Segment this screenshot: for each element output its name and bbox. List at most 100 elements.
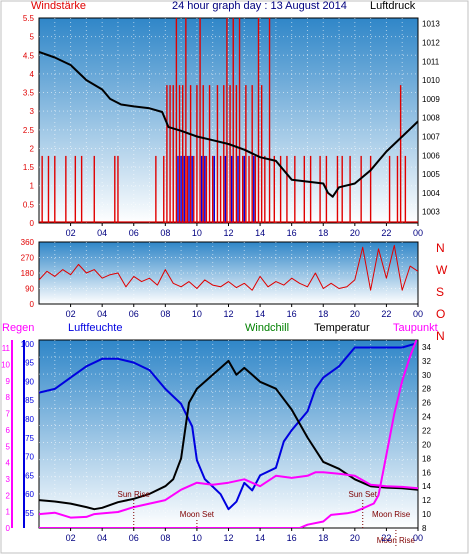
temp-tick-label: 32 <box>422 357 431 366</box>
x-tick-label: 02 <box>66 228 76 238</box>
temperature-label: Temperatur <box>314 322 370 334</box>
regen-tick-label: 3 <box>6 475 11 484</box>
regen-tick-label: 5 <box>6 442 11 451</box>
pressure-tick-label: 1010 <box>422 76 440 85</box>
astro-label: Sun Rise <box>118 490 151 499</box>
pressure-y-axis: 1003 1004 1005 1006 1007 1008 1009 1010 1011 1012… <box>422 20 440 217</box>
pressure-tick-label: 1011 <box>422 57 440 66</box>
x-tick-label: 16 <box>287 533 297 543</box>
astro-label: Sun Set <box>348 490 377 499</box>
x-tick-label: 14 <box>255 228 265 238</box>
x-tick-label: 02 <box>66 309 76 319</box>
x-tick-label: 04 <box>97 228 107 238</box>
x-tick-label: 22 <box>381 309 391 319</box>
x-tick-label: 20 <box>350 309 360 319</box>
wind-y-axis: 0 0.5 1 1.5 2 2.5 3 3.5 4 4.5 5 5.5 <box>23 14 35 228</box>
x-tick-label: 22 <box>381 228 391 238</box>
temp-tick-label: 24 <box>422 413 431 422</box>
x-axis-1: 02 04 06 08 10 12 14 16 18 20 22 00 <box>66 223 423 238</box>
wind-tick-label: 1 <box>30 182 35 191</box>
x-tick-label: 20 <box>350 533 360 543</box>
x-tick-label: 06 <box>129 309 139 319</box>
pressure-tick-label: 1004 <box>422 189 440 198</box>
chart-title: 24 hour graph day : 13 August 2014 <box>172 0 347 12</box>
x-tick-label: 00 <box>413 533 423 543</box>
pressure-tick-label: 1013 <box>422 20 440 29</box>
x-tick-label: 08 <box>160 228 170 238</box>
panel-wind-pressure: 00.511.522.533.544.555.5 100310041005100… <box>23 14 440 238</box>
temp-tick-label: 30 <box>422 371 431 380</box>
x-tick-label: 10 <box>192 533 202 543</box>
direction-tick-label: 270 <box>21 254 35 263</box>
temp-tick-label: 18 <box>422 454 431 463</box>
direction-tick-label: 90 <box>25 285 34 294</box>
direction-line <box>39 244 418 291</box>
x-tick-label: 10 <box>192 228 202 238</box>
wind-tick-label: 2 <box>30 144 35 153</box>
x-tick-label: 16 <box>287 309 297 319</box>
regen-label: Regen <box>2 322 34 334</box>
x-tick-label: 00 <box>413 228 423 238</box>
x-tick-label: 04 <box>97 309 107 319</box>
x-tick-label: 10 <box>192 309 202 319</box>
wind-tick-label: 2.5 <box>23 126 35 135</box>
humidity-tick-label: 55 <box>25 509 34 518</box>
astro-label: Moon Rise <box>377 536 416 545</box>
temp-tick-label: 28 <box>422 385 431 394</box>
wind-tick-label: 1.5 <box>23 163 35 172</box>
wind-bars <box>39 18 418 223</box>
humidity-tick-label: 85 <box>25 396 34 405</box>
x-axis-2: 02 04 06 08 10 12 14 16 18 20 22 00 <box>66 304 423 319</box>
x-tick-label: 08 <box>160 533 170 543</box>
pressure-series <box>39 50 418 198</box>
humidity-tick-label: 95 <box>25 359 34 368</box>
temp-tick-label: 20 <box>422 440 431 449</box>
wind-tick-label: 0 <box>30 219 35 228</box>
temp-tick-label: 10 <box>422 510 431 519</box>
dewpoint-label: Taupunkt <box>393 322 438 334</box>
regen-tick-label: 4 <box>6 459 11 468</box>
humidity-label: Luftfeuchte <box>68 322 122 334</box>
wind-tick-label: 0.5 <box>23 200 35 209</box>
x-tick-label: 02 <box>66 533 76 543</box>
temperature-y-axis: 8 10 12 14 16 18 20 22 24 26 28 30 32 34 <box>422 343 431 533</box>
humidity-tick-label: 80 <box>25 415 34 424</box>
compass-label: N <box>436 329 445 343</box>
x-tick-label: 12 <box>223 533 233 543</box>
regen-y-axis: 0 1 2 3 4 5 6 7 8 9 10 11 <box>1 340 13 533</box>
pressure-tick-label: 1008 <box>422 114 440 123</box>
series-temperatur <box>39 359 418 511</box>
direction-tick-label: 360 <box>21 238 35 247</box>
x-axis-3: 02 04 06 08 10 12 14 16 18 20 22 00 <box>66 528 423 543</box>
humidity-tick-label: 75 <box>25 434 34 443</box>
x-tick-label: 22 <box>381 533 391 543</box>
temp-humidity-lines <box>39 340 418 528</box>
series-regen <box>39 340 418 528</box>
x-tick-label: 14 <box>255 533 265 543</box>
temp-tick-label: 8 <box>422 524 427 533</box>
pressure-tick-label: 1003 <box>422 208 440 217</box>
regen-tick-label: 0 <box>6 524 11 533</box>
temp-tick-label: 22 <box>422 427 431 436</box>
x-tick-label: 16 <box>287 228 297 238</box>
wind-tick-label: 3 <box>30 107 35 116</box>
x-tick-label: 20 <box>350 228 360 238</box>
pressure-tick-label: 1005 <box>422 170 440 179</box>
pressure-axis-title: Luftdruck <box>370 0 416 12</box>
x-tick-label: 14 <box>255 309 265 319</box>
humidity-tick-label: 90 <box>25 377 34 386</box>
x-tick-label: 18 <box>318 533 328 543</box>
x-tick-label: 08 <box>160 309 170 319</box>
x-tick-label: 18 <box>318 228 328 238</box>
regen-tick-label: 6 <box>6 426 11 435</box>
x-tick-label: 18 <box>318 309 328 319</box>
x-tick-label: 04 <box>97 533 107 543</box>
regen-tick-label: 1 <box>6 508 11 517</box>
regen-tick-label: 8 <box>6 393 11 402</box>
wind-tick-label: 4 <box>30 70 35 79</box>
direction-tick-label: 180 <box>21 269 35 278</box>
regen-tick-label: 7 <box>6 410 11 419</box>
humidity-tick-label: 100 <box>21 340 35 349</box>
